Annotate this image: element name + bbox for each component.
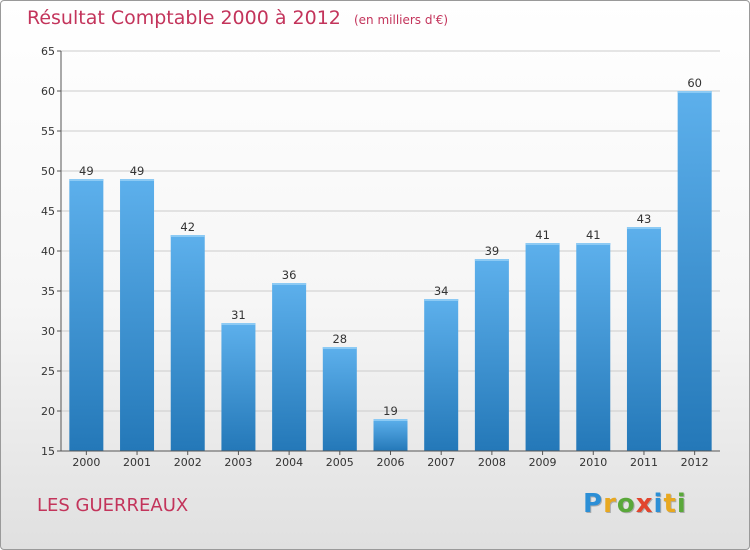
- bar-highlight-2008: [474, 259, 509, 261]
- bar-2012: [677, 91, 712, 451]
- chart-header: Résultat Comptable 2000 à 2012 (en milli…: [27, 7, 448, 29]
- value-label-2011: 43: [637, 212, 652, 226]
- bar-highlight-2001: [120, 179, 155, 181]
- commune-name: LES GUERREAUX: [37, 495, 189, 516]
- brand-letter: o: [616, 489, 636, 519]
- value-label-2007: 34: [434, 284, 449, 298]
- brand-letter: t: [663, 489, 677, 519]
- x-tick-label-2000: 2000: [72, 456, 100, 469]
- bar-highlight-2002: [170, 235, 205, 237]
- bar-highlight-2006: [373, 419, 408, 421]
- y-tick-label-15: 15: [41, 445, 55, 458]
- y-tick-label-30: 30: [41, 325, 55, 338]
- brand-letter: x: [635, 489, 654, 519]
- bar-2005: [322, 347, 357, 451]
- bar-2010: [576, 243, 611, 451]
- bar-highlight-2011: [626, 227, 661, 229]
- x-tick-label-2003: 2003: [224, 456, 252, 469]
- x-tick-label-2012: 2012: [681, 456, 709, 469]
- brand-letter: i: [676, 489, 687, 519]
- bar-highlight-2000: [69, 179, 104, 181]
- y-tick-label-35: 35: [41, 285, 55, 298]
- value-label-2004: 36: [282, 268, 297, 282]
- bar-2007: [424, 299, 459, 451]
- value-label-2006: 19: [383, 404, 398, 418]
- y-tick-label-55: 55: [41, 125, 55, 138]
- bar-2006: [373, 419, 408, 451]
- x-tick-label-2008: 2008: [478, 456, 506, 469]
- bar-2003: [221, 323, 256, 451]
- bar-highlight-2003: [221, 323, 256, 325]
- brand-logo: Proxiti: [583, 489, 687, 519]
- bar-2011: [626, 227, 661, 451]
- value-label-2008: 39: [485, 244, 500, 258]
- x-tick-label-2009: 2009: [529, 456, 557, 469]
- axes: [57, 50, 720, 455]
- x-tick-label-2004: 2004: [275, 456, 303, 469]
- bar-2009: [525, 243, 560, 451]
- x-tick-label-2006: 2006: [377, 456, 405, 469]
- y-tick-label-20: 20: [41, 405, 55, 418]
- y-tick-label-45: 45: [41, 205, 55, 218]
- y-tick-label-50: 50: [41, 165, 55, 178]
- brand-letter: r: [603, 489, 617, 519]
- bar-highlight-2007: [424, 299, 459, 301]
- bar-2001: [120, 179, 155, 451]
- brand-letter: i: [653, 489, 664, 519]
- y-tick-label-65: 65: [41, 45, 55, 58]
- x-tick-label-2001: 2001: [123, 456, 151, 469]
- grid-lines: [61, 50, 720, 412]
- value-label-2009: 41: [535, 228, 550, 242]
- bar-highlight-2009: [525, 243, 560, 245]
- bars: [69, 91, 712, 451]
- y-tick-label-60: 60: [41, 85, 55, 98]
- y-tick-label-40: 40: [41, 245, 55, 258]
- value-label-2002: 42: [180, 220, 195, 234]
- bar-2008: [474, 259, 509, 451]
- bar-highlight-2005: [322, 347, 357, 349]
- bar-2000: [69, 179, 104, 451]
- bar-2002: [170, 235, 205, 451]
- x-tick-label-2010: 2010: [579, 456, 607, 469]
- value-label-2005: 28: [332, 332, 347, 346]
- bar-highlight-2012: [677, 91, 712, 93]
- x-tick-label-2011: 2011: [630, 456, 658, 469]
- value-label-2003: 31: [231, 308, 246, 322]
- labels: 15 20 25 30 35 40 45 50 55 60 65 49 2000 49 2001 42 2002…: [41, 45, 709, 469]
- x-tick-label-2002: 2002: [174, 456, 202, 469]
- brand-letter: P: [583, 489, 604, 519]
- bar-highlight-2004: [272, 283, 307, 285]
- value-label-2001: 49: [130, 164, 145, 178]
- x-tick-label-2005: 2005: [326, 456, 354, 469]
- y-tick-label-25: 25: [41, 365, 55, 378]
- chart-subtitle: (en milliers d'€): [353, 13, 449, 27]
- bar-2004: [272, 283, 307, 451]
- value-label-2012: 60: [687, 76, 702, 90]
- chart-title: Résultat Comptable 2000 à 2012: [27, 7, 341, 29]
- value-label-2000: 49: [79, 164, 94, 178]
- x-tick-label-2007: 2007: [427, 456, 455, 469]
- value-label-2010: 41: [586, 228, 601, 242]
- bar-highlight-2010: [576, 243, 611, 245]
